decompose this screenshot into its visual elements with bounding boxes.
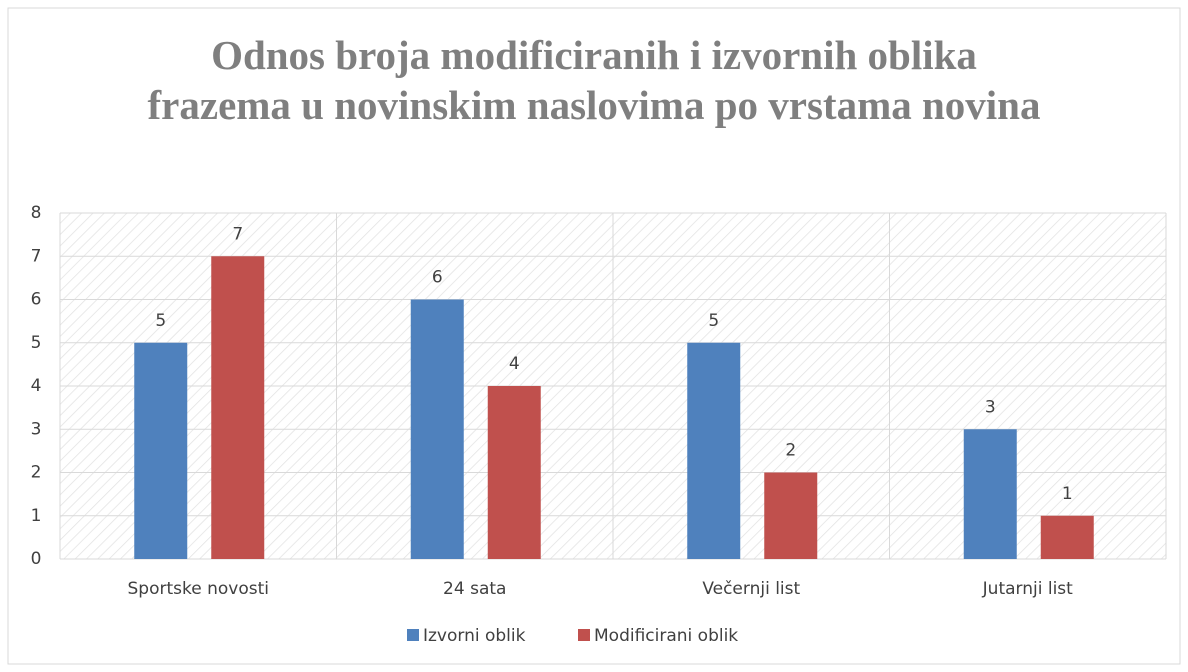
bar	[1040, 515, 1094, 559]
data-label: 5	[155, 311, 166, 331]
y-tick-label: 0	[31, 549, 42, 569]
data-label: 2	[785, 441, 796, 461]
x-tick-label: Večernji list	[702, 579, 800, 599]
data-label: 4	[509, 354, 520, 374]
legend-swatch	[578, 629, 590, 641]
legend-label: Modificirani oblik	[594, 626, 738, 646]
bar	[687, 342, 741, 559]
x-tick-label: Jutarnji list	[982, 579, 1073, 599]
bar	[487, 386, 541, 559]
x-tick-label: 24 sata	[443, 579, 506, 599]
bar	[963, 429, 1017, 559]
legend-label: Izvorni oblik	[423, 626, 526, 646]
y-tick-label: 4	[31, 376, 42, 396]
y-tick-label: 6	[31, 290, 42, 310]
bar	[410, 299, 464, 559]
data-label: 5	[708, 311, 719, 331]
y-tick-label: 3	[31, 419, 42, 439]
data-label: 7	[232, 224, 243, 244]
y-tick-label: 7	[31, 246, 42, 266]
y-tick-label: 2	[31, 463, 42, 483]
data-label: 3	[985, 397, 996, 417]
y-tick-label: 8	[31, 203, 42, 223]
y-tick-label: 5	[31, 333, 42, 353]
bar	[211, 256, 265, 559]
x-tick-label: Sportske novosti	[128, 579, 269, 599]
data-label: 1	[1062, 484, 1073, 504]
y-tick-label: 1	[31, 506, 42, 526]
bar	[134, 342, 188, 559]
legend-swatch	[407, 629, 419, 641]
chart-title: Odnos broja modificiranih i izvornih obl…	[147, 32, 1041, 128]
bar	[764, 472, 818, 559]
data-label: 6	[432, 268, 443, 288]
